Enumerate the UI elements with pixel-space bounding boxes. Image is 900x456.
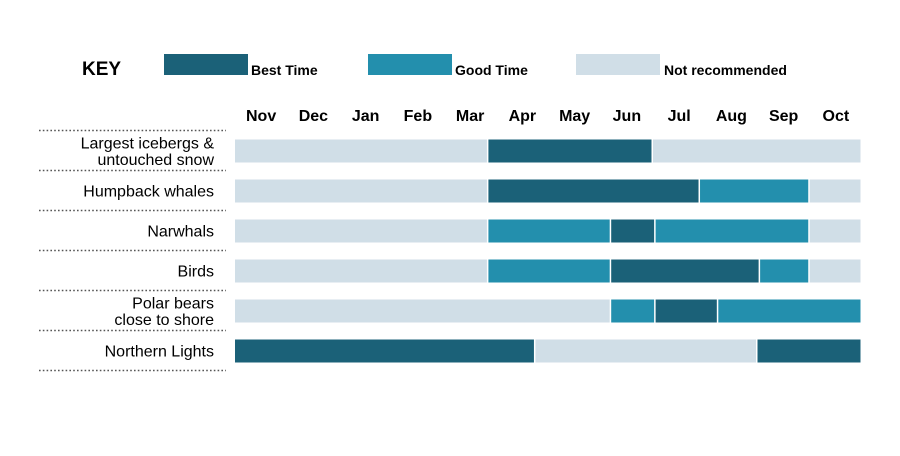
bar-segment-best: [611, 259, 759, 283]
month-label-jan: Jan: [352, 108, 380, 125]
bar-segment-good: [488, 219, 610, 243]
bar-segment-best: [488, 179, 699, 203]
legend-swatch-2: [576, 54, 660, 75]
legend-label-1: Good Time: [455, 62, 528, 78]
row-label: untouched snow: [97, 152, 214, 169]
row-label: Narwhals: [147, 224, 214, 241]
month-label-may: May: [559, 108, 590, 125]
bar-segment-not: [235, 139, 487, 163]
bar-segment-not: [809, 219, 861, 243]
month-label-feb: Feb: [404, 108, 433, 125]
bar-segment-good: [488, 259, 610, 283]
month-label-dec: Dec: [299, 108, 328, 125]
key-title: KEY: [82, 59, 121, 80]
month-label-aug: Aug: [716, 108, 747, 125]
bar-segment-not: [235, 299, 610, 323]
bar-segment-good: [611, 299, 655, 323]
legend-swatch-1: [368, 54, 452, 75]
bar-segment-best: [655, 299, 717, 323]
bar-segment-best: [488, 139, 652, 163]
bar-segment-good: [760, 259, 809, 283]
row-label: Polar bears: [132, 295, 214, 312]
bar-segment-not: [809, 179, 861, 203]
month-label-mar: Mar: [456, 108, 484, 125]
month-label-nov: Nov: [246, 108, 276, 125]
month-label-sep: Sep: [769, 108, 799, 125]
row-label: Humpback whales: [83, 184, 214, 201]
bar-segment-not: [235, 179, 487, 203]
bar-segment-best: [757, 339, 861, 363]
row-label: Northern Lights: [105, 344, 214, 361]
month-label-jun: Jun: [613, 108, 641, 125]
legend-swatch-0: [164, 54, 248, 75]
legend-label-0: Best Time: [251, 62, 318, 78]
month-label-jul: Jul: [668, 108, 691, 125]
bar-segment-good: [718, 299, 861, 323]
month-label-oct: Oct: [823, 108, 850, 125]
bar-segment-not: [535, 339, 756, 363]
month-label-apr: Apr: [509, 108, 537, 125]
bar-segment-not: [235, 219, 487, 243]
bar-segment-not: [235, 259, 487, 283]
bar-segment-good: [655, 219, 809, 243]
bar-segment-not: [809, 259, 861, 283]
legend-label-2: Not recommended: [664, 62, 787, 78]
row-label: Largest icebergs &: [81, 135, 215, 152]
bar-segment-best: [611, 219, 655, 243]
row-label: close to shore: [114, 312, 214, 329]
bar-segment-best: [235, 339, 534, 363]
row-label: Birds: [178, 264, 214, 281]
bar-segment-good: [700, 179, 809, 203]
bar-segment-not: [653, 139, 861, 163]
